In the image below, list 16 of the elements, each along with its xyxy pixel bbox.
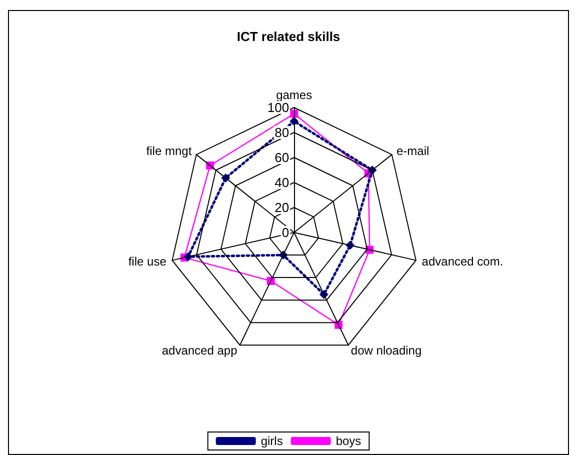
legend-label: boys (336, 434, 362, 448)
spoke-label: advanced com. (422, 254, 504, 269)
y-tick-label: 100 (267, 100, 290, 115)
y-tick-label: 40 (274, 175, 290, 190)
legend-label: girls (260, 434, 283, 448)
chart-title: ICT related skills (236, 29, 340, 44)
spoke-label: advanced app (162, 344, 238, 358)
spoke-label: file use (128, 254, 167, 269)
y-tick-label: 60 (274, 150, 290, 165)
spoke-label: games (276, 88, 312, 102)
spoke-label: dow nloading (350, 344, 422, 358)
spoke-label: e-mail (396, 144, 430, 158)
y-tick-label: 20 (274, 200, 290, 215)
y-tick-label: 0 (282, 225, 290, 240)
spoke-label: file mngt (146, 144, 192, 158)
y-tick-label: 80 (274, 125, 290, 140)
